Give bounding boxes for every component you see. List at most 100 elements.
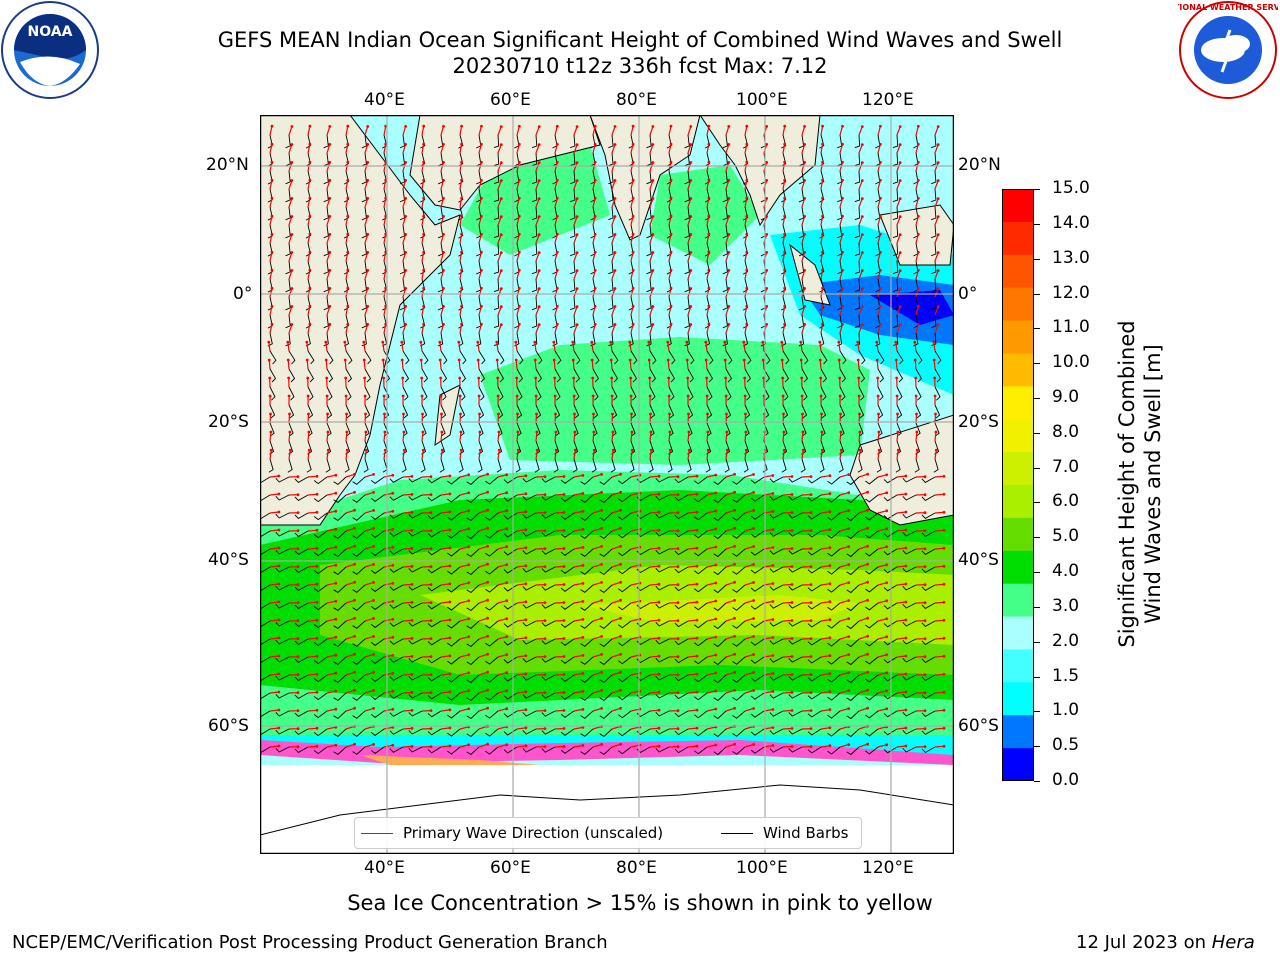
wave-direction-arrow	[573, 726, 584, 730]
wave-arrow-head	[657, 654, 661, 658]
wave-arrow-head	[790, 691, 794, 694]
wind-barb	[493, 278, 500, 293]
wave-arrow-head	[916, 160, 920, 164]
wave-arrow-head	[290, 215, 294, 218]
wave-direction-arrow	[858, 216, 863, 226]
wind-barb	[807, 656, 822, 664]
wave-arrow-head	[346, 160, 350, 164]
wave-arrow-head	[898, 251, 902, 255]
wind-barb	[408, 512, 423, 519]
wave-arrow-head	[923, 583, 927, 587]
wave-arrow-head	[315, 726, 319, 730]
colorbar	[1002, 189, 1034, 781]
wind-barb	[288, 386, 295, 401]
colorbar-tick-label: 0.0	[1052, 770, 1080, 790]
wave-arrow-head	[838, 376, 842, 380]
wave-direction-arrow	[934, 180, 939, 190]
wind-barb	[333, 548, 347, 557]
wave-arrow-head	[695, 528, 699, 532]
wind-barb	[402, 350, 410, 365]
wave-arrow-head	[593, 178, 597, 182]
wave-arrow-head	[419, 358, 423, 362]
wave-arrow-head	[422, 124, 426, 128]
wind-barb	[646, 152, 652, 167]
wave-direction-arrow	[782, 637, 793, 640]
wind-barb	[608, 152, 614, 167]
wave-arrow-head	[942, 546, 946, 550]
wind-barb	[846, 710, 860, 720]
wave-arrow-head	[270, 214, 274, 218]
wave-arrow-head	[819, 376, 823, 380]
wave-arrow-head	[695, 618, 699, 622]
wind-barb	[503, 656, 518, 664]
wave-arrow-head	[277, 546, 281, 550]
wave-direction-arrow	[915, 324, 919, 334]
wave-arrow-head	[879, 304, 882, 308]
wave-arrow-head	[923, 547, 927, 551]
wave-arrow-head	[876, 376, 880, 380]
wind-barb	[933, 458, 939, 473]
wave-arrow-head	[676, 475, 680, 479]
wind-barb	[744, 404, 751, 419]
wave-arrow-head	[803, 215, 806, 218]
wave-direction-arrow	[934, 162, 939, 172]
wave-direction-arrow	[820, 727, 830, 730]
wave-arrow-head	[727, 287, 731, 290]
wave-arrow-head	[898, 143, 902, 146]
wave-arrow-head	[936, 161, 940, 164]
wave-direction-arrow	[573, 672, 584, 676]
wind-barb	[827, 620, 841, 629]
wave-direction-arrow	[782, 306, 786, 316]
wind-barb	[896, 422, 902, 437]
wind-barb	[288, 422, 294, 437]
wave-direction-arrow	[896, 180, 901, 190]
wave-arrow-head	[486, 598, 489, 602]
wave-direction-arrow	[459, 305, 463, 316]
wave-direction-arrow	[516, 619, 526, 622]
wave-direction-arrow	[649, 198, 654, 208]
wind-barb	[352, 656, 366, 665]
wave-direction-arrow	[687, 493, 698, 496]
wave-direction-arrow	[839, 474, 849, 478]
wave-arrow-head	[346, 322, 350, 326]
wave-direction-arrow	[839, 126, 844, 136]
wind-barb	[857, 458, 863, 473]
wave-arrow-head	[410, 745, 414, 748]
wave-direction-arrow	[307, 180, 311, 190]
wave-direction-arrow	[896, 216, 901, 226]
wave-arrow-head	[629, 376, 633, 380]
wave-direction-arrow	[687, 673, 698, 676]
wave-direction-arrow	[554, 709, 565, 712]
wave-arrow-head	[771, 474, 775, 477]
wave-direction-arrow	[611, 180, 616, 190]
wave-arrow-head	[480, 124, 483, 128]
wave-direction-arrow	[630, 474, 640, 478]
wave-arrow-head	[364, 448, 368, 452]
wave-arrow-head	[790, 745, 794, 748]
wave-direction-arrow	[307, 431, 310, 442]
wave-direction-arrow	[801, 162, 806, 172]
wave-direction-arrow	[629, 359, 632, 370]
wave-arrow-head	[733, 706, 736, 710]
wind-barb	[389, 656, 404, 663]
wave-direction-arrow	[630, 726, 640, 730]
wave-direction-arrow	[649, 450, 652, 460]
wind-barb	[750, 728, 765, 736]
wave-direction-arrow	[307, 655, 318, 658]
wind-barb	[854, 224, 861, 239]
wave-arrow-head	[533, 340, 537, 344]
wave-direction-arrow	[421, 144, 425, 154]
wind-barb	[725, 386, 732, 401]
wind-barb	[343, 314, 350, 329]
wind-barb	[427, 512, 442, 520]
colorbar-segment	[1002, 353, 1034, 387]
wave-direction-arrow	[725, 306, 730, 316]
colorbar-segment	[1002, 649, 1034, 683]
wind-barb	[427, 494, 442, 502]
wave-direction-arrow	[934, 601, 945, 604]
wind-barb	[313, 476, 328, 485]
wave-direction-arrow	[934, 252, 939, 262]
colorbar-tick-mark	[1034, 606, 1040, 608]
wind-barb	[522, 710, 537, 717]
wave-arrow-head	[391, 509, 395, 513]
